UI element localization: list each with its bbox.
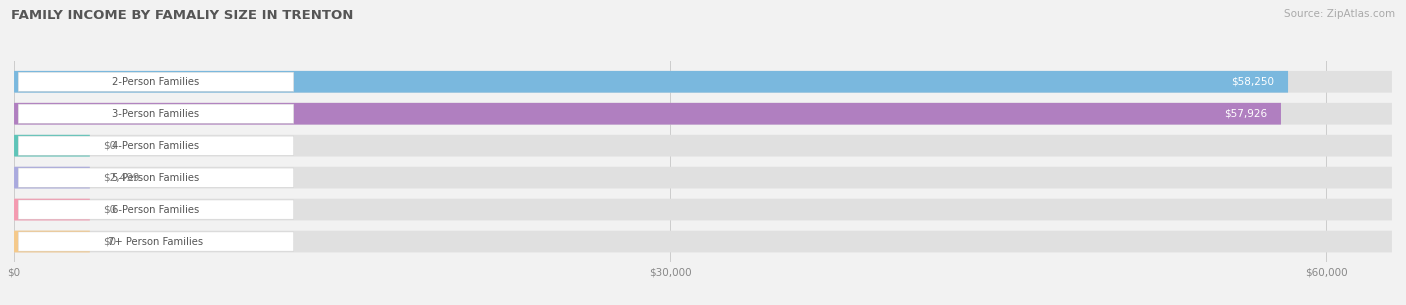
FancyBboxPatch shape: [18, 168, 294, 187]
Text: 7+ Person Families: 7+ Person Families: [108, 237, 204, 246]
Text: $0: $0: [104, 141, 117, 151]
FancyBboxPatch shape: [14, 71, 1392, 93]
Text: $0: $0: [104, 205, 117, 215]
FancyBboxPatch shape: [14, 199, 1392, 221]
Text: Source: ZipAtlas.com: Source: ZipAtlas.com: [1284, 9, 1395, 19]
FancyBboxPatch shape: [14, 135, 1392, 156]
Text: 2-Person Families: 2-Person Families: [112, 77, 200, 87]
Text: $0: $0: [104, 237, 117, 246]
Text: $57,926: $57,926: [1225, 109, 1267, 119]
FancyBboxPatch shape: [14, 103, 1392, 124]
FancyBboxPatch shape: [18, 232, 294, 251]
Text: 5-Person Families: 5-Person Families: [112, 173, 200, 183]
FancyBboxPatch shape: [14, 167, 1392, 188]
FancyBboxPatch shape: [14, 71, 1288, 93]
Text: $2,499: $2,499: [104, 173, 141, 183]
Text: 3-Person Families: 3-Person Families: [112, 109, 200, 119]
FancyBboxPatch shape: [18, 136, 294, 155]
FancyBboxPatch shape: [14, 199, 90, 221]
FancyBboxPatch shape: [18, 104, 294, 123]
FancyBboxPatch shape: [14, 103, 1281, 124]
Text: 4-Person Families: 4-Person Families: [112, 141, 200, 151]
FancyBboxPatch shape: [14, 167, 90, 188]
FancyBboxPatch shape: [18, 200, 294, 219]
FancyBboxPatch shape: [14, 135, 90, 156]
Text: $58,250: $58,250: [1232, 77, 1274, 87]
Text: FAMILY INCOME BY FAMALIY SIZE IN TRENTON: FAMILY INCOME BY FAMALIY SIZE IN TRENTON: [11, 9, 354, 22]
Text: 6-Person Families: 6-Person Families: [112, 205, 200, 215]
FancyBboxPatch shape: [18, 72, 294, 92]
FancyBboxPatch shape: [14, 231, 90, 253]
FancyBboxPatch shape: [14, 231, 1392, 253]
